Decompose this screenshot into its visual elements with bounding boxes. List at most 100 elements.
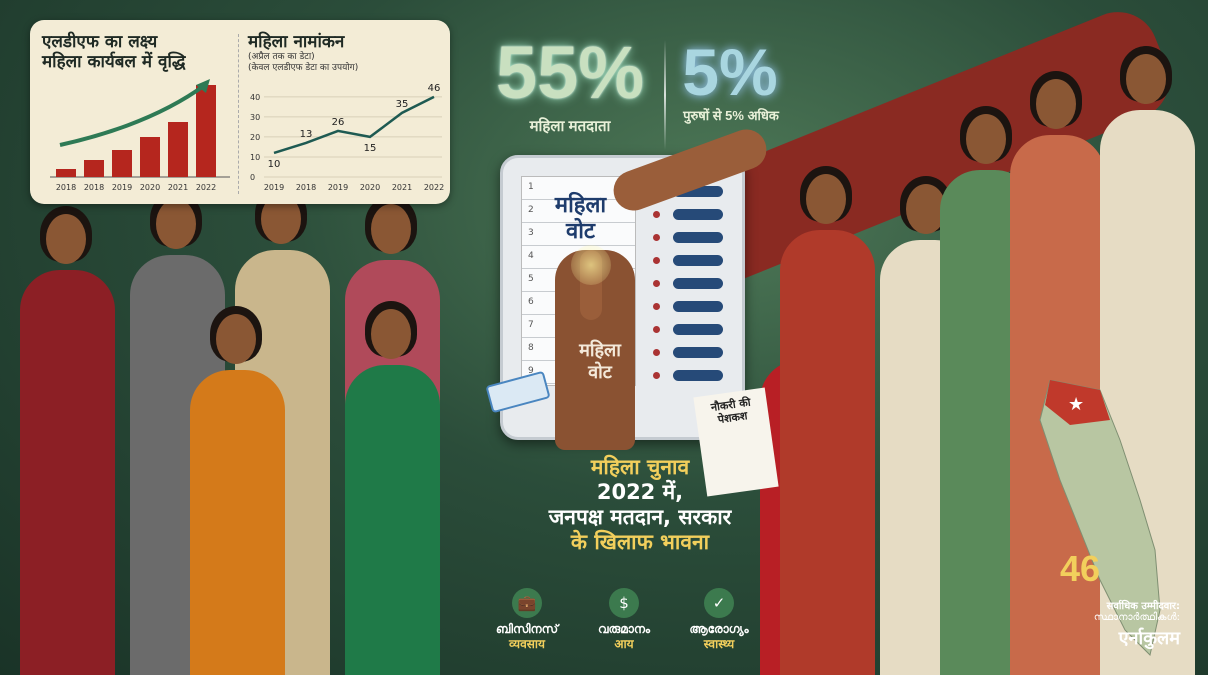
trend-arrowhead (196, 79, 210, 93)
more-than-men-label: पुरुषों से 5% अधिक (683, 108, 779, 123)
stats-divider (664, 40, 666, 150)
evm-screen-text: महिला वोट (533, 193, 628, 245)
data-label: 15 (364, 143, 377, 154)
map-highlight-region (1045, 380, 1110, 425)
evm-vote-button[interactable] (673, 278, 723, 289)
y-tick-label: 10 (250, 153, 260, 162)
x-tick-label: 2018 (84, 183, 104, 192)
y-tick-label: 0 (250, 173, 255, 182)
data-label: 10 (268, 159, 281, 170)
kerala-map-shape (1039, 380, 1161, 656)
face (1126, 54, 1166, 104)
face (371, 204, 411, 254)
women-voters-label: महिला मतदाता (529, 118, 611, 135)
bar (56, 169, 76, 177)
candidate-count: 46 (1060, 548, 1101, 589)
panel-divider (238, 34, 239, 194)
evm-indicator-light (653, 211, 660, 218)
saree (190, 370, 285, 675)
x-tick-label: 2019 (328, 183, 348, 192)
kerala-map: ★ (1039, 380, 1161, 656)
evm-indicator-light (653, 303, 660, 310)
x-tick-label: 2021 (392, 183, 412, 192)
evm-screen-text-line2: वोट (565, 219, 596, 244)
candidate-label-ml: സ്ഥാനാർത്ഥികൾ: (1093, 612, 1180, 623)
x-tick-label: 2022 (196, 183, 216, 192)
x-tick-label: 2019 (264, 183, 284, 192)
data-label: 26 (332, 117, 345, 128)
women-voters-percent: 55% (495, 31, 645, 114)
face (46, 214, 86, 264)
briefcase-icon: 💼 (512, 588, 542, 618)
face (1036, 79, 1076, 129)
line-chart: 0 10 20 30 40 10 2019 13 2018 26 2019 15 2020 35 2021 4… (250, 83, 444, 192)
evm-vote-button[interactable] (673, 301, 723, 312)
x-tick-label: 2018 (296, 183, 316, 192)
evm-vote-button[interactable] (673, 232, 723, 243)
saree (780, 230, 875, 675)
label-hi: स्वास्थ्य (703, 637, 735, 651)
evm-indicator-light (653, 257, 660, 264)
label-ml: ബിസിനസ് (495, 622, 559, 636)
data-label: 35 (396, 99, 409, 110)
headline-line1: महिला चुनाव (590, 455, 690, 479)
x-tick-label: 2020 (360, 183, 380, 192)
evm-screen-text-line1: महिला (554, 193, 607, 218)
evm-vote-button[interactable] (673, 209, 723, 220)
face (906, 184, 946, 234)
saree (20, 270, 115, 675)
bar (140, 137, 160, 177)
face (371, 309, 411, 359)
x-tick-label: 2019 (112, 183, 132, 192)
hand-text-line2: वोट (588, 362, 612, 383)
evm-row: 1 (522, 177, 635, 200)
evm-indicator-light (653, 349, 660, 356)
headline-line2: 2022 में, (596, 480, 684, 504)
evm-indicator-light (653, 326, 660, 333)
icon-label-business: ബിസിനസ് व्यवसाय (482, 622, 572, 652)
bar (112, 150, 132, 177)
bar (84, 160, 104, 177)
bar (196, 85, 216, 177)
evm-row: 2 (522, 200, 635, 223)
evm-vote-button[interactable] (673, 186, 723, 197)
y-tick-label: 40 (250, 93, 260, 102)
star-icon: ★ (1068, 394, 1084, 415)
x-tick-label: 2018 (56, 183, 76, 192)
bar (168, 122, 188, 177)
more-than-men-percent: 5% (682, 35, 778, 109)
x-tick-label: 2020 (140, 183, 160, 192)
evm-indicator-light (653, 234, 660, 241)
x-tick-label: 2022 (424, 183, 444, 192)
label-hi: आय (614, 637, 634, 651)
line-chart-subtitle-1: (अप्रैल तक का डेटा) (248, 52, 315, 62)
line-chart-title: महिला नामांकन (248, 32, 345, 52)
district-name: एर्नाकुलम (1118, 628, 1180, 649)
bar-chart: 2018 2018 2019 2020 2021 2022 (50, 79, 230, 192)
candidate-label-hi: सर्वाधिक उम्मीदवार: (1106, 601, 1180, 612)
label-ml: വരുമാനം (597, 622, 651, 636)
y-tick-label: 20 (250, 133, 260, 142)
charts-panel: एलडीएफ का लक्ष्य महिला कार्यबल में वृद्ध… (30, 20, 450, 204)
y-tick-label: 30 (250, 113, 260, 122)
hand-text: महिला वोट (555, 340, 645, 384)
data-label: 46 (428, 83, 441, 94)
evm-vote-button[interactable] (673, 255, 723, 266)
line-chart-subtitle-2: (केवल एलडीएफ डेटा का उपयोग) (248, 63, 359, 73)
face (806, 174, 846, 224)
line-chart-header: महिला नामांकन (अप्रैल तक का डेटा) (केवल … (248, 32, 358, 74)
x-tick-label: 2021 (168, 183, 188, 192)
bar-chart-title-line1: एलडीएफ का लक्ष्य (42, 32, 158, 52)
evm-row: 3 (522, 223, 635, 246)
evm-indicator-light (653, 372, 660, 379)
face (156, 199, 196, 249)
money-bag-icon: $ (609, 588, 639, 618)
data-line (273, 95, 435, 155)
evm-vote-button[interactable] (673, 324, 723, 335)
hand-text-line1: महिला (579, 340, 621, 361)
data-label: 13 (300, 129, 313, 140)
trend-arrow (59, 83, 207, 147)
evm-vote-button[interactable] (673, 370, 723, 381)
bar-chart-title-line2: महिला कार्यबल में वृद्धि (42, 52, 186, 72)
evm-vote-button[interactable] (673, 347, 723, 358)
